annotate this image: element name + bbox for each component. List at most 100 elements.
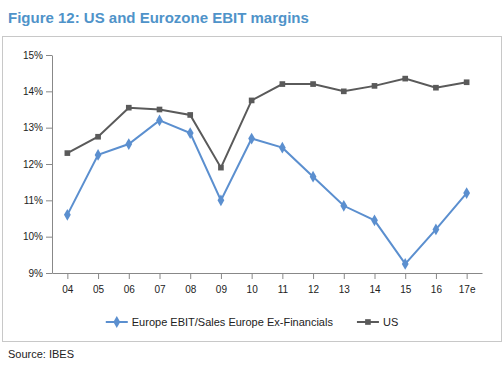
y-tick-mark bbox=[46, 91, 52, 92]
x-tick-label: 04 bbox=[62, 284, 74, 295]
x-tick-mark bbox=[129, 273, 130, 279]
x-tick-label: 14 bbox=[369, 284, 381, 295]
x-tick-mark bbox=[436, 273, 437, 279]
x-tick-label: 17e bbox=[459, 284, 476, 295]
x-tick: 16 bbox=[431, 273, 443, 295]
series-marker bbox=[157, 107, 163, 113]
series-marker bbox=[464, 79, 470, 85]
x-tick: 15 bbox=[400, 273, 412, 295]
series-marker bbox=[371, 214, 378, 226]
x-tick: 04 bbox=[62, 273, 74, 295]
series-marker bbox=[280, 81, 286, 87]
series-marker bbox=[95, 134, 101, 140]
series-marker bbox=[249, 98, 255, 104]
y-axis-line bbox=[52, 56, 53, 274]
series-marker bbox=[279, 142, 286, 154]
y-tick-label: 10% bbox=[23, 231, 43, 242]
x-tick: 06 bbox=[124, 273, 136, 295]
series-marker bbox=[372, 83, 378, 89]
y-tick: 10% bbox=[23, 231, 52, 242]
series-marker bbox=[310, 81, 316, 87]
y-tick-label: 12% bbox=[23, 159, 43, 170]
x-tick-mark bbox=[467, 273, 468, 279]
x-tick: 13 bbox=[339, 273, 351, 295]
series-marker bbox=[126, 105, 132, 111]
x-tick-mark bbox=[98, 273, 99, 279]
x-tick: 08 bbox=[185, 273, 197, 295]
x-tick-label: 15 bbox=[400, 284, 412, 295]
marks bbox=[64, 76, 470, 270]
series-marker bbox=[402, 76, 408, 82]
series-marker bbox=[433, 224, 440, 236]
x-tick-mark bbox=[252, 273, 253, 279]
legend-label: US bbox=[383, 316, 398, 328]
legend-label: Europe EBIT/Sales Europe Ex-Financials bbox=[132, 316, 334, 328]
series-marker bbox=[125, 138, 132, 150]
x-tick-mark bbox=[313, 273, 314, 279]
y-tick-mark bbox=[46, 55, 52, 56]
x-tick-mark bbox=[282, 273, 283, 279]
x-tick-mark bbox=[67, 273, 68, 279]
x-tick: 09 bbox=[216, 273, 228, 295]
y-tick-mark bbox=[46, 237, 52, 238]
x-tick: 10 bbox=[247, 273, 259, 295]
x-tick: 12 bbox=[308, 273, 320, 295]
y-tick-label: 14% bbox=[23, 86, 43, 97]
legend: Europe EBIT/Sales Europe Ex-Financials US bbox=[106, 316, 398, 328]
chart: Figure 12: US and Eurozone EBIT margins 9… bbox=[0, 0, 504, 373]
x-tick-label: 16 bbox=[431, 284, 443, 295]
x-axis: 04 05 06 07 08 09 10 11 12 13 14 15 16 17e bbox=[53, 273, 483, 295]
series-marker bbox=[65, 150, 71, 156]
series-marker bbox=[187, 112, 193, 118]
x-tick-label: 11 bbox=[278, 284, 289, 295]
series-marker bbox=[156, 115, 163, 127]
x-tick: 11 bbox=[278, 273, 289, 295]
y-tick: 12% bbox=[23, 159, 52, 170]
y-tick: 15% bbox=[23, 50, 52, 61]
series-marker bbox=[248, 133, 255, 145]
series-line bbox=[67, 120, 466, 264]
x-tick-mark bbox=[221, 273, 222, 279]
x-tick-mark bbox=[344, 273, 345, 279]
series-marker bbox=[95, 149, 102, 161]
series-marker bbox=[402, 258, 409, 270]
y-tick-mark bbox=[46, 164, 52, 165]
x-tick-mark bbox=[375, 273, 376, 279]
x-tick-label: 10 bbox=[247, 284, 259, 295]
plot: 9% 10% 11% 12% 13% 14% 15% 04 05 06 07 08 09 10 11 12 13… bbox=[23, 50, 483, 295]
legend-item: US bbox=[357, 316, 398, 328]
series-line bbox=[67, 79, 466, 168]
title: Figure 12: US and Eurozone EBIT margins bbox=[8, 9, 309, 26]
series-marker bbox=[187, 127, 194, 139]
y-tick-label: 9% bbox=[29, 268, 44, 279]
x-tick-label: 08 bbox=[185, 284, 197, 295]
series-marker bbox=[433, 85, 439, 91]
x-tick: 17e bbox=[459, 273, 476, 295]
x-tick: 07 bbox=[154, 273, 166, 295]
series-marker bbox=[218, 194, 225, 206]
series-marker bbox=[340, 200, 347, 212]
y-tick-label: 13% bbox=[23, 122, 43, 133]
y-tick-label: 11% bbox=[24, 195, 43, 206]
x-tick-label: 12 bbox=[308, 284, 320, 295]
x-tick-mark bbox=[190, 273, 191, 279]
x-axis-line bbox=[53, 273, 483, 274]
legend-item: Europe EBIT/Sales Europe Ex-Financials bbox=[106, 316, 334, 328]
series-marker bbox=[310, 171, 317, 183]
series-marker bbox=[463, 187, 470, 199]
y-tick-mark bbox=[46, 128, 52, 129]
y-tick: 13% bbox=[23, 122, 52, 133]
x-tick: 05 bbox=[93, 273, 105, 295]
y-tick-label: 15% bbox=[23, 50, 43, 61]
x-tick: 14 bbox=[369, 273, 381, 295]
y-axis: 9% 10% 11% 12% 13% 14% 15% bbox=[23, 50, 53, 279]
chart-frame bbox=[3, 37, 502, 342]
x-tick-label: 06 bbox=[124, 284, 136, 295]
series-marker bbox=[341, 89, 347, 95]
x-tick-label: 07 bbox=[154, 284, 166, 295]
legend-marker bbox=[365, 319, 371, 325]
x-tick-label: 05 bbox=[93, 284, 105, 295]
x-tick-mark bbox=[405, 273, 406, 279]
legend-marker bbox=[113, 316, 120, 328]
y-tick: 14% bbox=[23, 86, 52, 97]
